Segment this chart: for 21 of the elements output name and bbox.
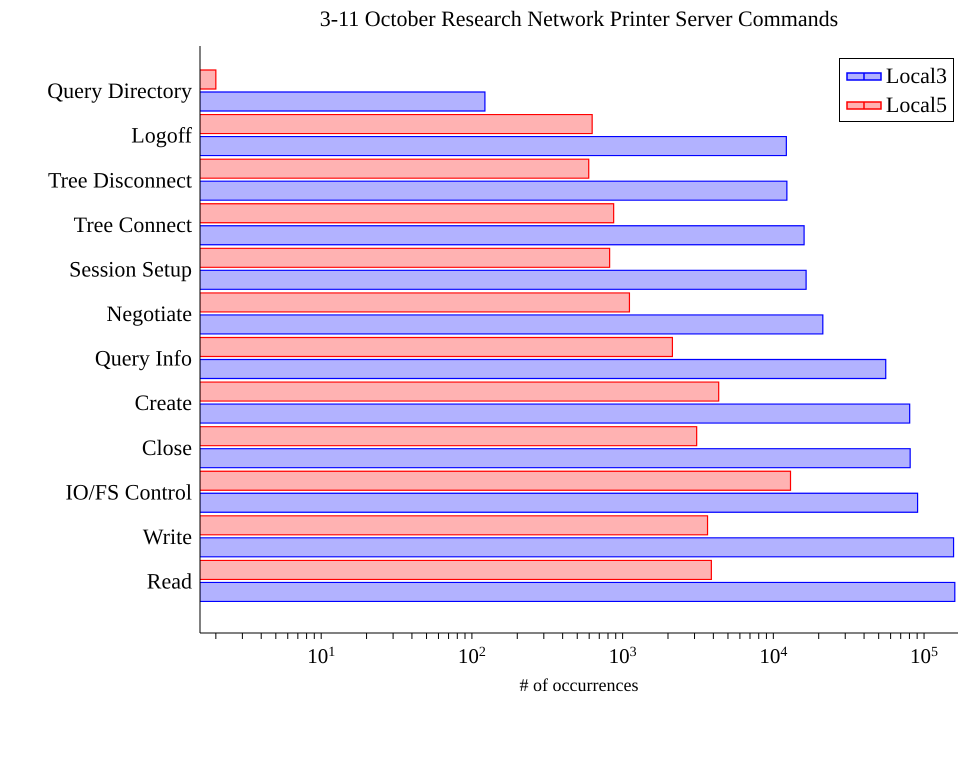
y-tick-label: Create: [134, 390, 192, 416]
y-tick-label: Tree Connect: [74, 212, 192, 237]
y-tick-label: Read: [146, 568, 192, 594]
y-tick-label: Logoff: [131, 122, 193, 148]
y-tick-label: Negotiate: [106, 301, 192, 326]
legend-label: Local3: [886, 62, 947, 90]
y-tick-label: Query Directory: [47, 78, 192, 104]
x-tick-label: 10$^{1}$: [307, 644, 336, 668]
y-tick-label: Close: [142, 434, 192, 460]
x-axis-title: # of occurrences: [520, 675, 638, 695]
x-tick-label: 10$^{4}$: [759, 644, 788, 668]
legend-label: Local5: [886, 91, 947, 119]
y-tick-label: Query Info: [94, 346, 192, 371]
y-tick-label: Session Setup: [69, 256, 192, 282]
x-tick-label: 10$^{3}$: [608, 644, 637, 668]
x-tick-label: 10$^{5}$: [910, 644, 938, 668]
chart-title: 3-11 October Research Network Printer Server Commands: [318, 6, 840, 32]
y-tick-label: IO/FS Control: [65, 479, 192, 504]
y-tick-label: Tree Disconnect: [48, 167, 192, 192]
y-tick-label: Write: [142, 524, 192, 549]
x-tick-label: 10$^{2}$: [458, 644, 486, 668]
